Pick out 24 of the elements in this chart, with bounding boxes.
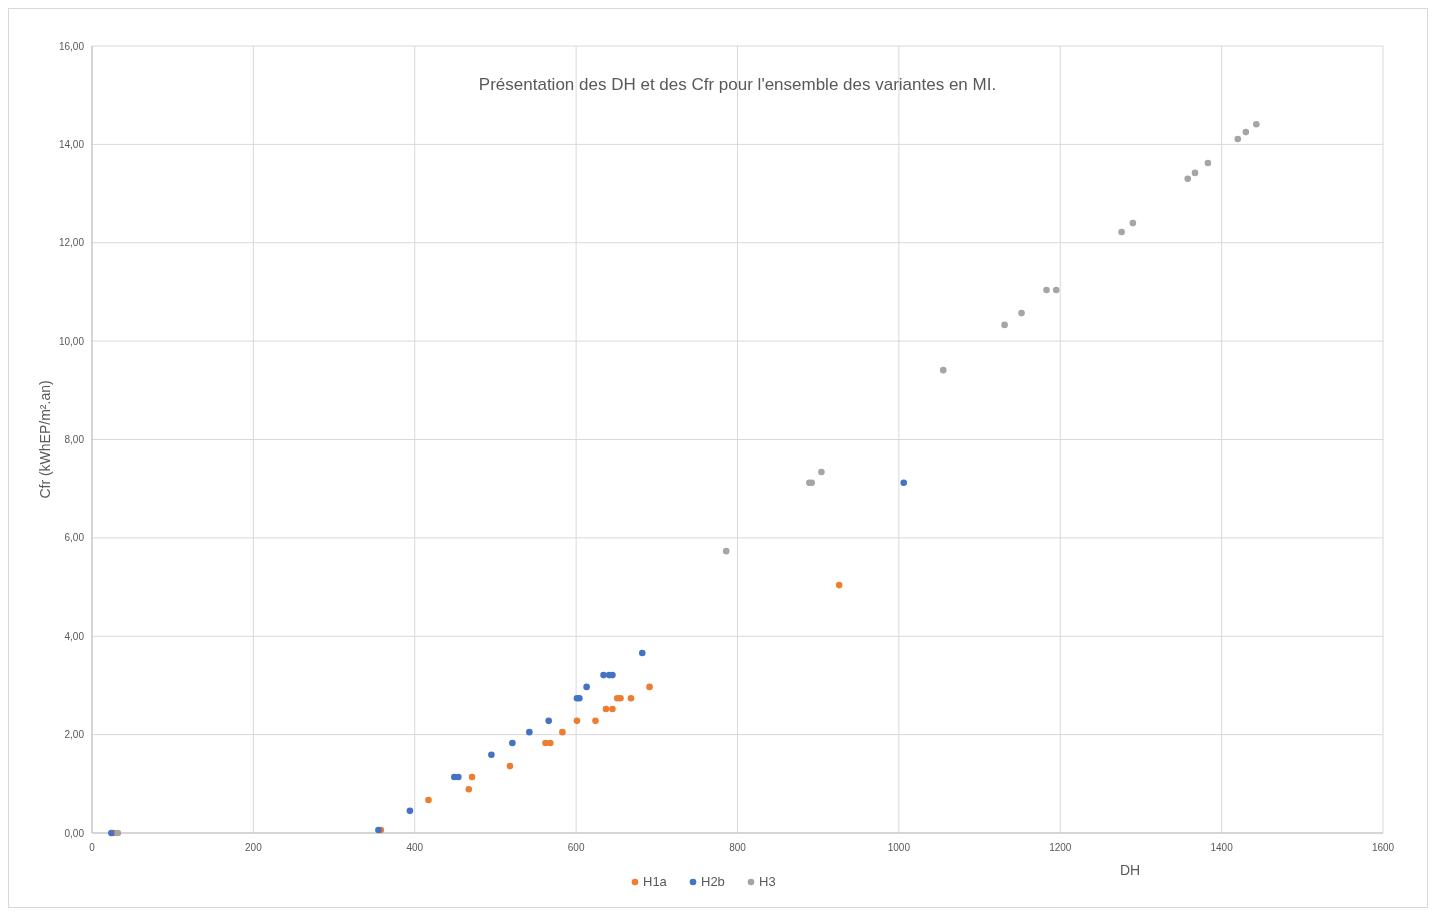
y-tick-label: 0,00 bbox=[64, 827, 85, 839]
y-tick-label: 8,00 bbox=[64, 434, 85, 445]
legend-label: H2b bbox=[701, 874, 725, 889]
x-tick-label: 1000 bbox=[887, 842, 911, 853]
legend-label: H3 bbox=[759, 874, 776, 889]
y-tick-label: 6,00 bbox=[64, 532, 85, 544]
x-tick-label: 0 bbox=[89, 842, 96, 853]
text: Présentation des DH et des Cfr pour l'ensemble des variantes en MI. bbox=[478, 75, 997, 94]
x-axis-title: DH bbox=[1119, 862, 1141, 878]
x-tick-label: 1200 bbox=[1049, 842, 1072, 853]
x-tick-label: 600 bbox=[567, 842, 585, 853]
y-tick-label: 12,00 bbox=[58, 237, 85, 249]
legend-label: H1a bbox=[643, 874, 668, 889]
y-tick-label: 4,00 bbox=[64, 630, 85, 642]
x-tick-label: 1600 bbox=[1371, 842, 1395, 853]
y-axis-title: Cfr (kWhEP/m².an) bbox=[37, 380, 53, 499]
y-tick-label: 2,00 bbox=[64, 729, 85, 741]
y-tick-label: 14,00 bbox=[58, 138, 85, 150]
x-tick-label: 400 bbox=[406, 842, 424, 853]
y-tick-label: 10,00 bbox=[58, 335, 85, 347]
x-tick-label: 200 bbox=[245, 842, 263, 853]
y-tick-label: 16,00 bbox=[58, 40, 85, 52]
x-tick-label: 800 bbox=[729, 842, 747, 853]
x-tick-label: 1400 bbox=[1210, 842, 1234, 853]
